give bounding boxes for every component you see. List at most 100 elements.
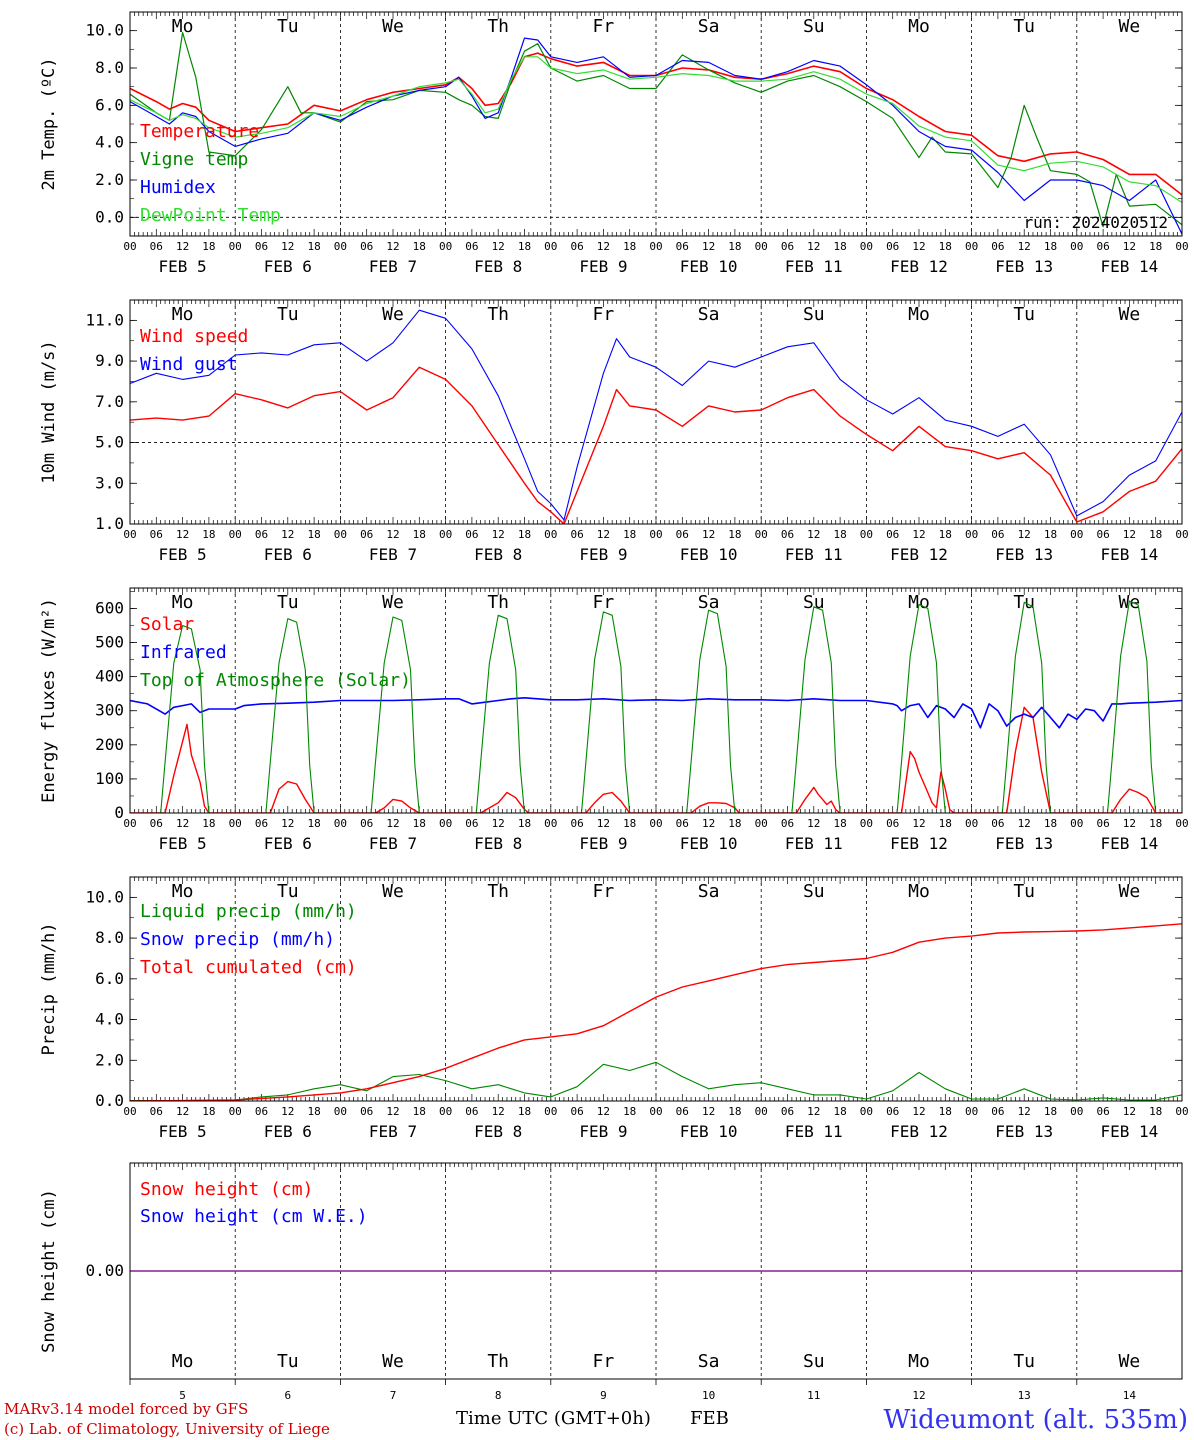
hour-tick-label: 00	[123, 817, 136, 830]
weekday-label: Sa	[698, 1351, 720, 1372]
chart-panel-snow: 5 6 7 8 9 10 11 12 13 14 Mo Tu We Th Fr Sa Su Mo Tu We 0.00 S…	[39, 1162, 1183, 1402]
weekday-label: Tu	[1013, 16, 1035, 37]
weekday-label: Sa	[698, 881, 720, 902]
hour-tick-label: 00	[1070, 817, 1083, 830]
hour-tick-label: 06	[991, 817, 1004, 830]
y-tick-label: 1.0	[95, 514, 124, 533]
hour-tick-label: 18	[307, 240, 320, 253]
legend-entry: DewPoint Temp	[140, 205, 281, 226]
hour-tick-label: 12	[386, 528, 399, 541]
hour-tick-label: 00	[334, 528, 347, 541]
weekday-label: Su	[803, 1351, 825, 1372]
hour-tick-label: 00	[755, 817, 768, 830]
x-axis-month: FEB	[690, 1408, 729, 1429]
y-tick-label: 300	[95, 701, 124, 720]
y-axis-label: 10m Wind (m/s)	[39, 340, 59, 483]
hour-tick-label: 12	[702, 528, 715, 541]
hour-tick-label: 00	[544, 240, 557, 253]
weekday-label: Tu	[277, 592, 299, 613]
hour-tick-label: 06	[465, 817, 478, 830]
hour-tick-label: 12	[281, 817, 294, 830]
hour-tick-label: 00	[439, 1105, 452, 1118]
hour-tick-label: 06	[676, 240, 689, 253]
hour-tick-label: 18	[413, 1105, 426, 1118]
series-line-humidex	[130, 37, 1182, 235]
hour-tick-label: 00	[755, 528, 768, 541]
date-label: FEB 7	[369, 834, 417, 853]
weekday-label: Th	[487, 1351, 509, 1372]
weekday-label: Sa	[698, 592, 720, 613]
date-label: FEB 9	[579, 545, 627, 564]
chart-panel-flux: 00 06 12 18 00 06 12 18 00 06 12 18 00 06 12 18 00 06 12 18…	[39, 587, 1189, 853]
hour-tick-label: 06	[886, 240, 899, 253]
weekday-label: We	[382, 1351, 404, 1372]
date-label: FEB 9	[579, 834, 627, 853]
date-label: FEB 14	[1101, 257, 1159, 276]
date-label: FEB 7	[369, 545, 417, 564]
hour-tick-label: 06	[991, 528, 1004, 541]
hour-tick-label: 00	[860, 1105, 873, 1118]
chart-panel-wind: 00 06 12 18 00 06 12 18 00 06 12 18 00 06 12 18 00 06 12 18…	[39, 299, 1189, 564]
meteogram-panels: 00 06 12 18 00 06 12 18 00 06 12 18 00 06 12 18 00 06 12 18…	[39, 11, 1189, 1402]
hour-tick-label: 00	[1175, 817, 1188, 830]
chart-panel-temp: 00 06 12 18 00 06 12 18 00 06 12 18 00 06 12 18 00 06 12 18…	[39, 11, 1189, 276]
y-tick-label: 0.0	[95, 207, 124, 226]
series-line-wind-speed	[130, 366, 1182, 524]
meteogram-footer: MARv3.14 model forced by GFS (c) Lab. of…	[4, 1400, 1188, 1438]
legend-entry: Liquid precip (mm/h)	[140, 901, 357, 922]
hour-tick-label: 06	[1096, 817, 1109, 830]
hour-tick-label: 18	[307, 817, 320, 830]
hour-tick-label: 00	[229, 817, 242, 830]
series-line-top-of-atmosphere-solar-	[130, 600, 1182, 813]
hour-tick-label: 18	[623, 817, 636, 830]
series-line-dewpoint-temp	[130, 56, 1182, 203]
hour-tick-label: 18	[939, 528, 952, 541]
hour-tick-label: 18	[1044, 817, 1057, 830]
plot-frame	[129, 11, 1183, 237]
hour-tick-label: 06	[676, 528, 689, 541]
date-label: FEB 13	[995, 834, 1053, 853]
date-label: FEB 11	[785, 545, 843, 564]
hour-tick-label: 06	[255, 1105, 268, 1118]
hour-tick-label: 18	[833, 817, 846, 830]
date-label: FEB 12	[890, 1122, 948, 1141]
hour-tick-label: 06	[360, 1105, 373, 1118]
date-label: FEB 8	[474, 545, 522, 564]
hour-tick-label: 12	[281, 528, 294, 541]
y-axis-label: Snow height (cm)	[39, 1189, 59, 1353]
hour-tick-label: 12	[1018, 817, 1031, 830]
plot-frame	[129, 299, 1183, 525]
hour-tick-label: 00	[1070, 528, 1083, 541]
date-label: FEB 8	[474, 1122, 522, 1141]
date-label: FEB 7	[369, 1122, 417, 1141]
weekday-label: We	[1119, 16, 1141, 37]
hour-tick-label: 00	[334, 817, 347, 830]
date-label: FEB 6	[264, 257, 312, 276]
hour-tick-label: 12	[1018, 1105, 1031, 1118]
hour-tick-label: 12	[492, 240, 505, 253]
hour-tick-label: 18	[307, 528, 320, 541]
hour-tick-label: 18	[1149, 528, 1162, 541]
legend-entry: Snow height (cm W.E.)	[140, 1206, 368, 1227]
date-label: FEB 12	[890, 257, 948, 276]
day-number-label: 11	[807, 1389, 820, 1402]
hour-tick-label: 06	[150, 240, 163, 253]
weekday-label: Mo	[172, 16, 194, 37]
hour-tick-label: 18	[939, 817, 952, 830]
hour-tick-label: 12	[176, 528, 189, 541]
weekday-label: Sa	[698, 16, 720, 37]
y-tick-label: 200	[95, 735, 124, 754]
hour-tick-label: 12	[1123, 817, 1136, 830]
hour-tick-label: 12	[281, 240, 294, 253]
series-group	[130, 309, 1182, 524]
date-label: FEB 8	[474, 834, 522, 853]
date-label: FEB 13	[995, 257, 1053, 276]
hour-tick-label: 12	[1123, 1105, 1136, 1118]
date-label: FEB 10	[680, 834, 738, 853]
hour-tick-label: 12	[597, 240, 610, 253]
weekday-label: We	[382, 881, 404, 902]
y-tick-label: 500	[95, 633, 124, 652]
hour-tick-label: 00	[544, 1105, 557, 1118]
hour-tick-label: 12	[492, 817, 505, 830]
weekday-label: We	[1119, 881, 1141, 902]
